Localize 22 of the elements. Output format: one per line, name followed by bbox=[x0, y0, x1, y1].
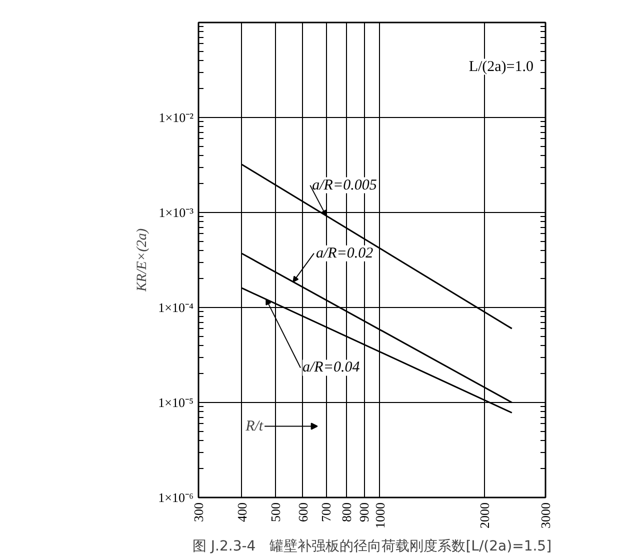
x-tick-label: 600 bbox=[295, 502, 310, 522]
y-tick-label: 1×10⁻³ bbox=[158, 205, 194, 220]
x-tick-label: 3000 bbox=[538, 502, 553, 528]
text: 图 J.2.3-4 罐壁补强板的径向荷载刚度系数[L/(2a)=1.5] bbox=[192, 538, 552, 554]
x-tick-label: 700 bbox=[318, 502, 334, 522]
series-label: a/R=0.04 bbox=[302, 360, 360, 376]
y-tick-label: 1×10⁻⁵ bbox=[158, 395, 194, 410]
x-tick-label: 2000 bbox=[476, 502, 492, 528]
x-tick-label: 500 bbox=[268, 502, 283, 522]
x-tick-label: 1000 bbox=[372, 502, 388, 528]
x-axis-title: R/t bbox=[244, 418, 264, 434]
series-label: a/R=0.02 bbox=[316, 245, 374, 262]
y-tick-label: 1×10⁻⁶ bbox=[158, 490, 194, 505]
annotation: L/(2a)=1.0 bbox=[468, 58, 534, 75]
x-tick-label: 900 bbox=[356, 502, 372, 522]
y-tick-label: 1×10⁻⁴ bbox=[158, 300, 194, 315]
x-tick-label: 300 bbox=[191, 502, 206, 522]
x-tick-label: 400 bbox=[234, 502, 250, 522]
series-label: a/R=0.005 bbox=[312, 177, 378, 194]
y-tick-label: 1×10⁻² bbox=[158, 110, 194, 125]
y-axis-title: KR/E×(2a) bbox=[135, 228, 150, 293]
x-tick-label: 800 bbox=[338, 502, 354, 522]
